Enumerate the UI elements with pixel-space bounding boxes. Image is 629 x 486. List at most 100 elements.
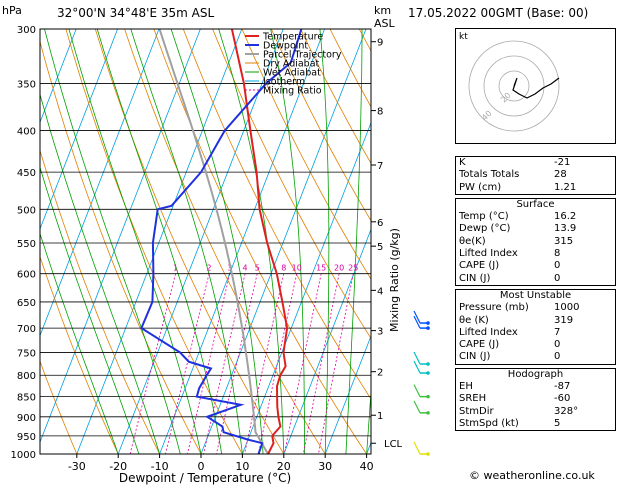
wind-barb-flag <box>413 351 421 365</box>
index-value: 315 <box>554 235 574 247</box>
wind-barbs <box>413 310 430 456</box>
wind-barb-dot <box>426 411 430 415</box>
km-tick-label: 6 <box>377 218 383 229</box>
wind-barb-dot <box>426 371 430 375</box>
index-row: Temp (°C) 16.2 <box>456 211 615 223</box>
wind-barb-flag <box>413 360 421 374</box>
plot-frame <box>39 28 372 455</box>
surface-box: Surface Temp (°C) 16.2 Dewp (°C) 13.9 θe(K) 3… <box>455 197 616 286</box>
mixing-ratio-line <box>318 273 354 454</box>
index-value: 1000 <box>554 302 580 314</box>
index-label: CAPE (J) <box>459 339 500 351</box>
km-tick-label: 8 <box>377 107 383 118</box>
index-value: -87 <box>554 381 571 393</box>
hpa-unit-label: hPa <box>2 4 22 17</box>
index-row: CIN (J) 0 <box>456 351 615 363</box>
isotherm-line <box>283 228 371 454</box>
wind-barb-dot <box>426 326 430 330</box>
index-label: StmDir <box>459 405 494 417</box>
legend-label: Dewpoint <box>263 41 308 52</box>
index-label: CIN (J) <box>459 272 491 284</box>
dry-adiabat-line <box>300 29 371 165</box>
pressure-tick-label: 350 <box>17 79 36 90</box>
index-value: 0 <box>554 351 561 363</box>
dry-adiabat-line <box>270 29 371 222</box>
isotherm-line <box>40 29 160 337</box>
parcel-trajectory-line <box>158 29 269 454</box>
index-label: StmSpd (kt) <box>459 417 519 429</box>
x-tick-label: -20 <box>109 460 127 473</box>
wind-barb-flag <box>413 441 421 455</box>
mixing-ratio-label: 10 <box>292 264 302 273</box>
km-tick-label: LCL <box>384 439 403 450</box>
index-label: Temp (°C) <box>459 211 509 223</box>
index-label: EH <box>459 381 473 393</box>
wind-barb-dot <box>426 394 430 399</box>
index-value: 319 <box>554 314 574 326</box>
pressure-tick-label: 300 <box>17 25 36 36</box>
wind-barb-flag <box>413 400 421 414</box>
wind-barb-dot <box>426 362 430 366</box>
wind-barb-flag <box>413 315 421 329</box>
index-row: CAPE (J) 0 <box>456 339 615 351</box>
index-row: K -21 <box>456 157 615 169</box>
index-label: Lifted Index <box>459 248 518 260</box>
x-tick-label: -30 <box>68 460 86 473</box>
pressure-tick-label: 900 <box>17 413 36 424</box>
mixing-ratio-label: 15 <box>316 264 326 273</box>
index-row: Lifted Index 8 <box>456 248 615 260</box>
index-row: Dewp (°C) 13.9 <box>456 223 615 235</box>
km-tick-label: 2 <box>377 368 383 379</box>
index-label: Dewp (°C) <box>459 223 511 235</box>
pressure-tick-label: 550 <box>17 239 36 250</box>
mixing-ratio-label: 8 <box>281 264 286 273</box>
date-title: 17.05.2022 00GMT (Base: 00) <box>408 6 589 20</box>
index-value: 0 <box>554 339 561 351</box>
index-row: EH -87 <box>456 381 615 393</box>
index-row: CAPE (J) 0 <box>456 260 615 272</box>
pressure-tick-label: 750 <box>17 348 36 359</box>
index-value: -60 <box>554 393 571 405</box>
mixing-ratio-label: 2 <box>207 264 212 273</box>
hodo-kt-label: kt <box>459 32 468 42</box>
index-value: 7 <box>554 326 561 338</box>
x-tick-label: 0 <box>198 460 205 473</box>
x-tick-label: 40 <box>360 460 374 473</box>
isotherm-line <box>117 29 284 454</box>
pressure-tick-label: 450 <box>17 168 36 179</box>
index-label: Pressure (mb) <box>459 302 529 314</box>
mixing-ratio-label: 4 <box>243 264 248 273</box>
km-tick-label: 5 <box>377 242 383 253</box>
legend-label: Parcel Trajectory <box>263 50 342 61</box>
surface-title: Surface <box>516 198 555 210</box>
index-row: StmDir 328° <box>456 406 615 418</box>
mixing-ratio-label: 5 <box>255 264 260 273</box>
index-value: 0 <box>554 260 561 272</box>
hodograph-ring <box>498 70 530 102</box>
dry-adiabat-line <box>94 29 285 454</box>
pressure-tick-label: 600 <box>17 270 36 281</box>
index-row: Totals Totals 28 <box>456 169 615 181</box>
legend-label: Temperature <box>262 32 323 43</box>
x-tick-label: 20 <box>277 460 291 473</box>
x-tick-label: -10 <box>151 460 169 473</box>
index-label: θe(K) <box>459 235 486 247</box>
wind-barb-dot <box>426 321 430 325</box>
index-label: CAPE (J) <box>459 260 500 272</box>
pressure-tick-label: 700 <box>17 324 36 335</box>
index-label: Totals Totals <box>459 169 520 181</box>
dry-adiabat-line <box>623 29 629 454</box>
index-value: 8 <box>554 248 561 260</box>
indices-table: K -21 Totals Totals 28 PW (cm) 1.21 Surface T… <box>455 156 616 432</box>
index-row: θe(K) 315 <box>456 236 615 248</box>
legend-label: Dry Adiabat <box>263 59 320 70</box>
isotherm-line <box>242 121 371 454</box>
x-tick-label: 30 <box>318 460 332 473</box>
index-row: CIN (J) 0 <box>456 273 615 285</box>
index-row: Lifted Index 7 <box>456 327 615 339</box>
index-row: PW (cm) 1.21 <box>456 182 615 194</box>
index-row: SREH -60 <box>456 393 615 405</box>
